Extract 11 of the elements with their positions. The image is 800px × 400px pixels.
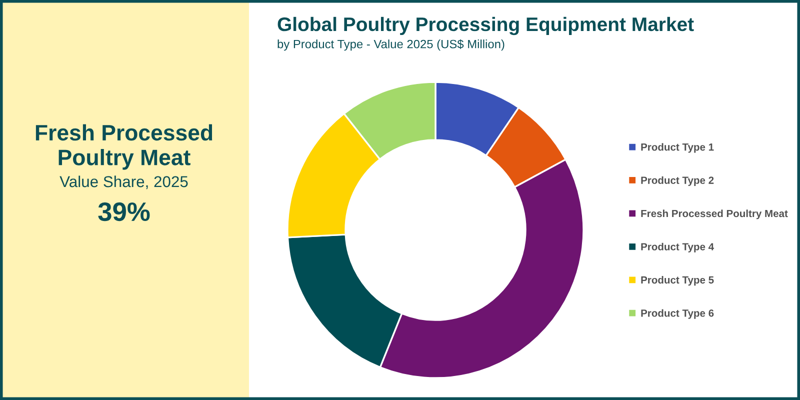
legend-label: Product Type 1 [641, 143, 714, 153]
legend-label: Product Type 2 [641, 176, 714, 186]
legend-label: Fresh Processed Poultry Meat [641, 210, 788, 220]
chart-title: Global Poultry Processing Equipment Market [278, 16, 694, 36]
text: Fresh Processed Poultry Meat [36, 124, 212, 170]
legend-label: Product Type 4 [641, 242, 714, 252]
legend-label: Product Type 5 [641, 276, 714, 286]
chart-subtitle: by Product Type - Value 2025 (US$ Million) [278, 39, 504, 51]
text: 39% [98, 202, 150, 222]
text: Value Share, 2025 [60, 176, 188, 190]
legend-label: Product Type 6 [641, 309, 714, 319]
